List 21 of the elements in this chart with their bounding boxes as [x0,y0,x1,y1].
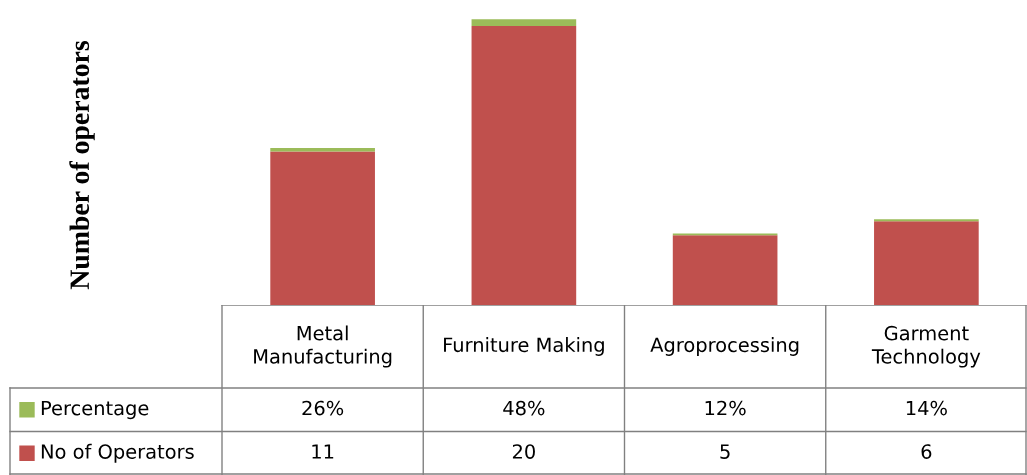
bar [270,151,375,305]
data-label: 14% [906,400,947,416]
bar [874,221,979,305]
bar [471,19,577,26]
data-label: 26% [302,400,344,416]
x-tick-label: Agroprocessing [650,337,799,356]
bar [672,235,778,305]
y-axis-title: Number of operators [69,40,95,290]
bar [270,147,375,152]
data-label: 11 [312,444,334,459]
x-tick-label: Metal Manufacturing [254,325,392,368]
x-tick-label: Garment Technology [871,325,981,368]
x-tick-label: Furniture Making [444,337,604,356]
data-label: 12% [705,400,746,416]
data-label: 5 [720,444,730,459]
legend-label: No of Operators [41,443,194,463]
data-label: 20 [512,444,535,459]
data-label: 48% [503,400,545,416]
bar [471,25,577,305]
data-label: 6 [921,444,932,459]
legend-label: Percentage [41,400,149,420]
